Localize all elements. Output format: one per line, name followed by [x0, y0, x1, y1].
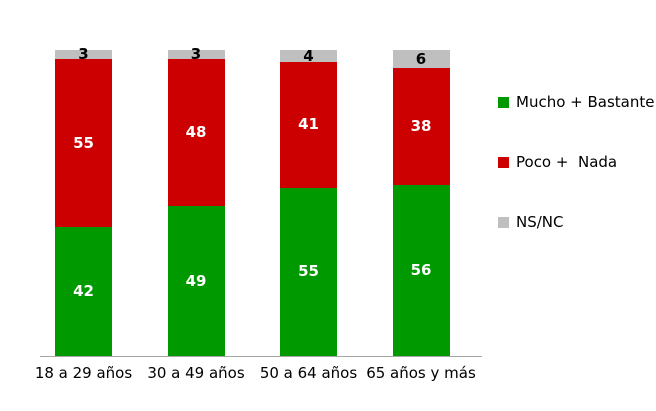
bar-segment[interactable]: 3 — [167, 45, 225, 64]
bar-segment-value-label: 3 — [78, 45, 89, 64]
bar-segment[interactable]: 3 — [55, 45, 112, 64]
legend-swatch-icon — [498, 96, 509, 108]
legend-item[interactable]: Mucho + Bastante — [498, 92, 656, 112]
bar-segment-value-label: 41 — [298, 115, 319, 134]
legend: Mucho + Bastante Poco + Nada NS/NC — [498, 92, 656, 272]
bar-segment-value-label: 48 — [185, 123, 207, 142]
bar-segment-value-label: 38 — [410, 117, 432, 135]
category-label: 18 a 29 años — [34, 364, 133, 382]
bar-segment[interactable]: 6 — [392, 49, 450, 69]
bar-segment[interactable]: 4 — [280, 46, 337, 65]
bar-stack[interactable]: 3 48 49 — [167, 45, 225, 356]
bar-segment-value-label: 6 — [415, 49, 427, 68]
bar-segment[interactable]: 55 — [280, 187, 337, 356]
bar-segment[interactable]: 42 — [55, 227, 112, 356]
bar-stack[interactable]: 4 41 55 — [280, 46, 337, 356]
legend-item[interactable]: NS/NC — [498, 212, 656, 232]
legend-label: Mucho + Bastante — [516, 92, 655, 111]
legend-label: NS/NC — [516, 212, 564, 231]
legend-swatch-icon — [498, 216, 509, 228]
legend-item[interactable]: Poco + Nada — [498, 152, 656, 172]
bar-segment[interactable]: 49 — [167, 206, 225, 356]
bar-segment-value-label: 42 — [73, 282, 94, 301]
bar-segment-value-label: 55 — [73, 133, 94, 152]
legend-label: Poco + Nada — [516, 152, 618, 171]
bar-segment[interactable]: 48 — [167, 59, 225, 207]
bar-segment-value-label: 55 — [298, 262, 319, 281]
bar-segment-value-label: 56 — [410, 260, 432, 279]
category-label: 50 a 64 años — [259, 364, 358, 382]
bar-segment-value-label: 49 — [185, 271, 207, 290]
bar-segment-value-label: 3 — [190, 45, 202, 64]
bar-segment-value-label: 4 — [303, 46, 314, 65]
legend-swatch-icon — [498, 156, 509, 168]
bar-stack[interactable]: 6 38 56 — [392, 49, 450, 356]
plot-area: 3 55 42 3 48 49 4 41 55 6 38 56 18 a 29 años 30 a 49… — [34, 45, 482, 382]
bar-segment[interactable]: 55 — [55, 59, 112, 228]
bar-segment[interactable]: 38 — [392, 68, 450, 185]
bar-segment[interactable]: 56 — [392, 184, 450, 356]
bar-segment[interactable]: 41 — [280, 62, 337, 188]
category-label: 65 años y más — [366, 364, 476, 382]
category-label: 30 a 49 años — [147, 364, 245, 382]
x-axis-line — [40, 356, 482, 357]
bar-stack[interactable]: 3 55 42 — [55, 45, 112, 356]
